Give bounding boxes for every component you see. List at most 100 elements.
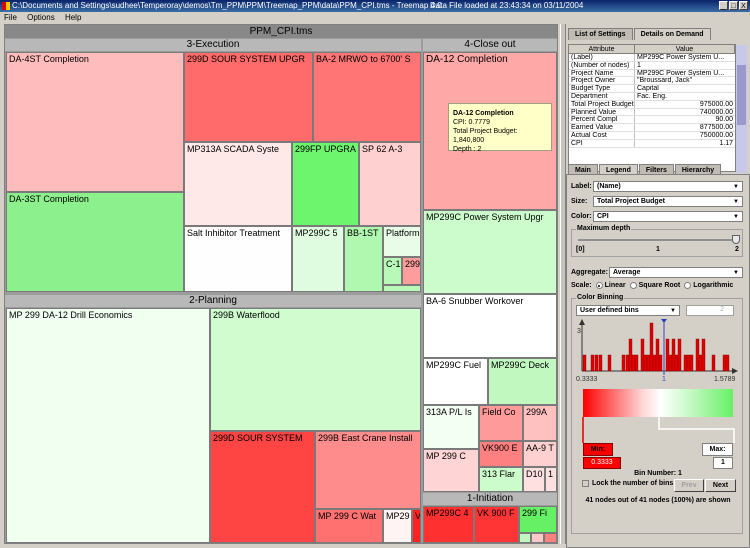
menu-bar: File Options Help (0, 12, 750, 23)
tab-details-on-demand[interactable]: Details on Demand (633, 28, 711, 40)
hist-xmax: 1.5789 (714, 376, 736, 383)
treemap-cell[interactable]: DA-3ST Completion (6, 192, 184, 292)
treemap-cell[interactable]: 299B Waterflood (210, 308, 421, 431)
menu-file[interactable]: File (4, 13, 17, 22)
value-cell: 1 (637, 61, 641, 69)
treemap-cell[interactable]: MP299C 4 (423, 506, 474, 543)
treemap-cell[interactable]: 299 Fi (519, 506, 557, 533)
treemap-cell[interactable]: 299 (402, 257, 421, 285)
color-binning-group: Color Binning User defined bins 2 (571, 294, 743, 534)
treemap-cell[interactable]: MP313A SCADA Syste (184, 142, 292, 226)
aggregate-select[interactable]: Average (609, 267, 743, 278)
bins-count-spinner[interactable]: 2 (686, 305, 734, 316)
depth-slider-track[interactable] (578, 239, 738, 241)
group-header-initiation[interactable]: 1-Initiation (423, 493, 557, 505)
treemap-cell[interactable]: 313A P/L Is (423, 405, 479, 449)
treemap-cell[interactable]: MP 299 C Wat (315, 509, 383, 543)
treemap-cell[interactable]: MP 299 DA-12 Drill Economics (6, 308, 210, 543)
treemap-cell[interactable]: Platform (383, 226, 421, 257)
lock-bins-checkbox[interactable] (582, 480, 589, 487)
lock-bins-row: Lock the number of bins (582, 480, 673, 487)
treemap-cell[interactable]: DA-4ST Completion (6, 52, 184, 192)
scale-linear-radio[interactable] (595, 282, 603, 289)
treemap-cell[interactable]: VK900 E (479, 441, 523, 467)
attr-cell: (Number of nodes) (569, 61, 635, 69)
group-header-closeout[interactable]: 4-Close out (423, 39, 557, 51)
treemap-cell[interactable]: 299FP UPGRA (292, 142, 359, 226)
table-row: Actual Cost 750000.00 (569, 131, 735, 140)
tab-list-of-settings[interactable]: List of Settings (568, 28, 633, 40)
table-row: Earned Value 877500.00 (569, 124, 735, 132)
min-value-field[interactable]: 0.3333 (583, 457, 621, 469)
treemap-cell[interactable]: VK 900 F (474, 506, 519, 543)
treemap-cell[interactable]: MP299C Deck (488, 358, 557, 405)
close-button[interactable]: X (739, 1, 748, 10)
scale-log-radio[interactable] (684, 282, 692, 289)
treemap-cell[interactable]: 299A (523, 405, 557, 441)
column-header-value[interactable]: Value (635, 45, 735, 53)
treemap-cell[interactable]: V (412, 509, 421, 543)
treemap-cell[interactable]: SP 62 A-3 (359, 142, 421, 226)
treemap-cell[interactable]: Field Co (479, 405, 523, 441)
tab-filters[interactable]: Filters (638, 164, 674, 176)
max-value-field[interactable]: 1 (713, 457, 733, 469)
group-header-execution[interactable]: 3-Execution (5, 39, 421, 51)
treemap-tooltip: DA-12 Completion CPI: 0.7779 Total Proje… (448, 103, 552, 153)
treemap-cell[interactable]: MP299C 5 (292, 226, 344, 292)
hist-ymax: 3 (577, 328, 581, 335)
minimize-button[interactable]: _ (719, 1, 728, 10)
table-scrollbar[interactable] (736, 45, 747, 173)
treemap-cell[interactable]: 1 (545, 467, 557, 492)
scale-option: Linear (604, 282, 626, 289)
prev-bin-button[interactable]: Prev (674, 479, 704, 492)
treemap-cell[interactable]: BB-1ST (344, 226, 383, 292)
treemap-cell[interactable]: 299D SOUR SYSTEM (210, 431, 315, 543)
treemap-view[interactable]: PPM_CPI.tms 3-Execution 4-Close out 2-Pl… (4, 24, 558, 544)
treemap-cell[interactable] (544, 533, 557, 543)
treemap-cell[interactable]: AA-9 T (523, 441, 557, 467)
attr-cell: Budget Type (569, 85, 635, 92)
hist-xmin: 0.3333 (576, 376, 598, 383)
treemap-cell[interactable]: D10 (523, 467, 545, 492)
maximize-button[interactable]: □ (729, 1, 738, 10)
right-panel: List of Settings Details on Demand Attri… (566, 24, 750, 548)
next-bin-button[interactable]: Next (705, 479, 736, 492)
depth-slider-thumb[interactable] (732, 235, 740, 244)
label-select[interactable]: (Name) (593, 181, 743, 192)
depth-tick: [0] (576, 246, 585, 253)
treemap-cell[interactable] (531, 533, 544, 543)
tab-main[interactable]: Main (568, 164, 598, 176)
tooltip-budget: Total Project Budget: 1,840,800 (453, 128, 518, 144)
bin-histogram[interactable]: 3 0.3333 1 1.5789 (574, 319, 742, 383)
treemap-cell[interactable]: MP299C Fuel (423, 358, 488, 405)
treemap-cell[interactable]: Salt Inhibitor Treatment (184, 226, 292, 292)
treemap-cell[interactable]: MP29 (383, 509, 412, 543)
treemap-cell[interactable]: C-1 (383, 257, 402, 285)
color-select[interactable]: CPI (593, 211, 743, 222)
treemap-cell[interactable]: BA-2 MRWO to 6700' S (313, 52, 421, 142)
group-header-planning[interactable]: 2-Planning (5, 295, 421, 307)
tab-legend[interactable]: Legend (598, 164, 638, 176)
scale-sqrt-radio[interactable] (629, 282, 637, 289)
hist-xmid: 1 (662, 376, 666, 383)
table-row: (Number of nodes) 1 (569, 61, 735, 70)
treemap-cell[interactable] (519, 533, 531, 543)
bin-bracket (582, 417, 735, 443)
max-label: Max: (702, 443, 733, 456)
tab-hierarchy[interactable]: Hierarchy (674, 164, 722, 176)
treemap-cell[interactable]: 299D SOUR SYSTEM UPGR (184, 52, 313, 142)
menu-options[interactable]: Options (27, 13, 55, 22)
treemap-cell[interactable]: MP 299 C (423, 449, 479, 492)
treemap-cell[interactable]: 313 Flar (479, 467, 523, 492)
treemap-cell[interactable]: 299B East Crane Install (315, 431, 421, 509)
treemap-cell[interactable]: MP299C Power System Upgr (423, 210, 557, 294)
scroll-thumb[interactable] (737, 65, 746, 125)
menu-help[interactable]: Help (64, 13, 82, 22)
column-header-attribute[interactable]: Attribute (569, 45, 635, 53)
treemap-cell[interactable] (383, 285, 421, 292)
size-select[interactable]: Total Project Budget (593, 196, 743, 207)
split-pane-divider[interactable] (560, 24, 566, 544)
nodes-summary: 41 nodes out of 41 nodes (100%) are show… (585, 497, 731, 504)
binning-mode-select[interactable]: User defined bins (576, 305, 680, 316)
treemap-cell[interactable]: BA-6 Snubber Workover (423, 294, 557, 358)
